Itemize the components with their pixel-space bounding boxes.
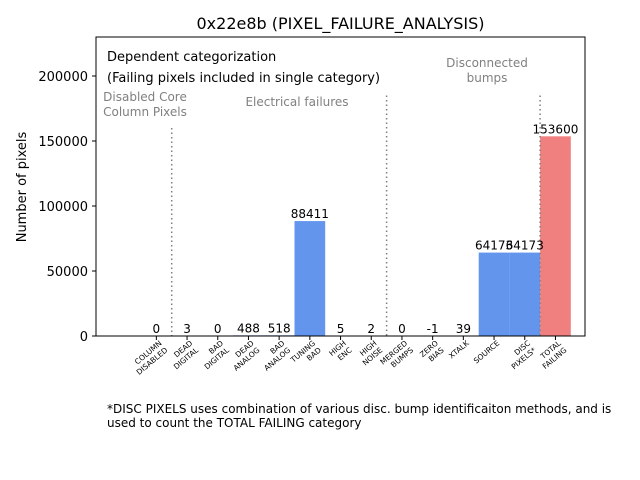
y-tick-label: 0 [80,330,88,345]
group-dividers [170,95,541,336]
value-label: 39 [456,322,471,336]
legend-line-1: Dependent categorization [107,50,276,65]
y-axis-label: Number of pixels [15,131,30,242]
value-label: -1 [427,322,439,336]
x-axis: COLUMNDISABLED DEADDIGITAL BADDIGITAL DEADA… [129,336,569,377]
group-label: Disconnected bumps [446,56,528,85]
y-tick-label: 200000 [38,70,88,85]
value-label: 518 [268,321,291,335]
footnote: *DISC PIXELS uses combination of various… [107,402,612,430]
value-label: 88411 [291,207,329,221]
x-tick-label: DISCPIXELS* [504,338,538,371]
y-axis: 0 50000 100000 150000 200000 [38,70,96,345]
value-label: 5 [337,322,345,336]
value-label: 153600 [533,122,579,136]
legend-line-2: (Failing pixels included in single categ… [107,71,380,86]
y-tick-label: 50000 [47,265,88,280]
x-tick-label: MERGEDBUMPS [378,338,415,373]
x-tick-label: BADANALOG [257,339,293,373]
chart-legend: Dependent categorization (Failing pixels… [107,50,380,86]
x-tick-label: ZEROBIAS [418,338,446,365]
value-label: 488 [237,321,260,335]
value-label: 3 [183,322,191,336]
group-label: Electrical failures [245,95,348,109]
bars-layer [171,136,571,337]
bar-source [478,252,510,336]
value-label: 0 [398,322,406,336]
group-label: Disabled Core Column Pixels [103,90,187,119]
value-label: 2 [367,322,375,336]
bar-disc-pixels [509,252,541,336]
y-tick-label: 100000 [38,200,88,215]
x-tick-label: XTALK [447,338,471,361]
x-tick-label: TUNINGBAD [288,339,323,372]
value-label: 64173 [475,239,513,253]
chart-title: 0x22e8b (PIXEL_FAILURE_ANALYSIS) [196,14,484,34]
value-label: 0 [153,322,161,336]
x-tick-label: BADDIGITAL [197,338,232,371]
group-labels: Disabled Core Column Pixels Electrical fai… [103,56,528,119]
x-tick-label: DEADDIGITAL [166,338,201,371]
value-label: 64173 [506,239,544,253]
bar-tuning-bad [294,221,326,336]
value-label: 0 [214,322,222,336]
x-tick-label: TOTALFAILING [535,338,569,371]
y-tick-label: 150000 [38,135,88,150]
x-tick-label: DEADANALOG [226,338,262,372]
x-tick-label: HIGHENC [327,339,353,365]
x-tick-label: SOURCE [472,338,502,365]
bar-total-failing [540,136,571,336]
x-tick-label: COLUMNDISABLED [129,338,170,376]
